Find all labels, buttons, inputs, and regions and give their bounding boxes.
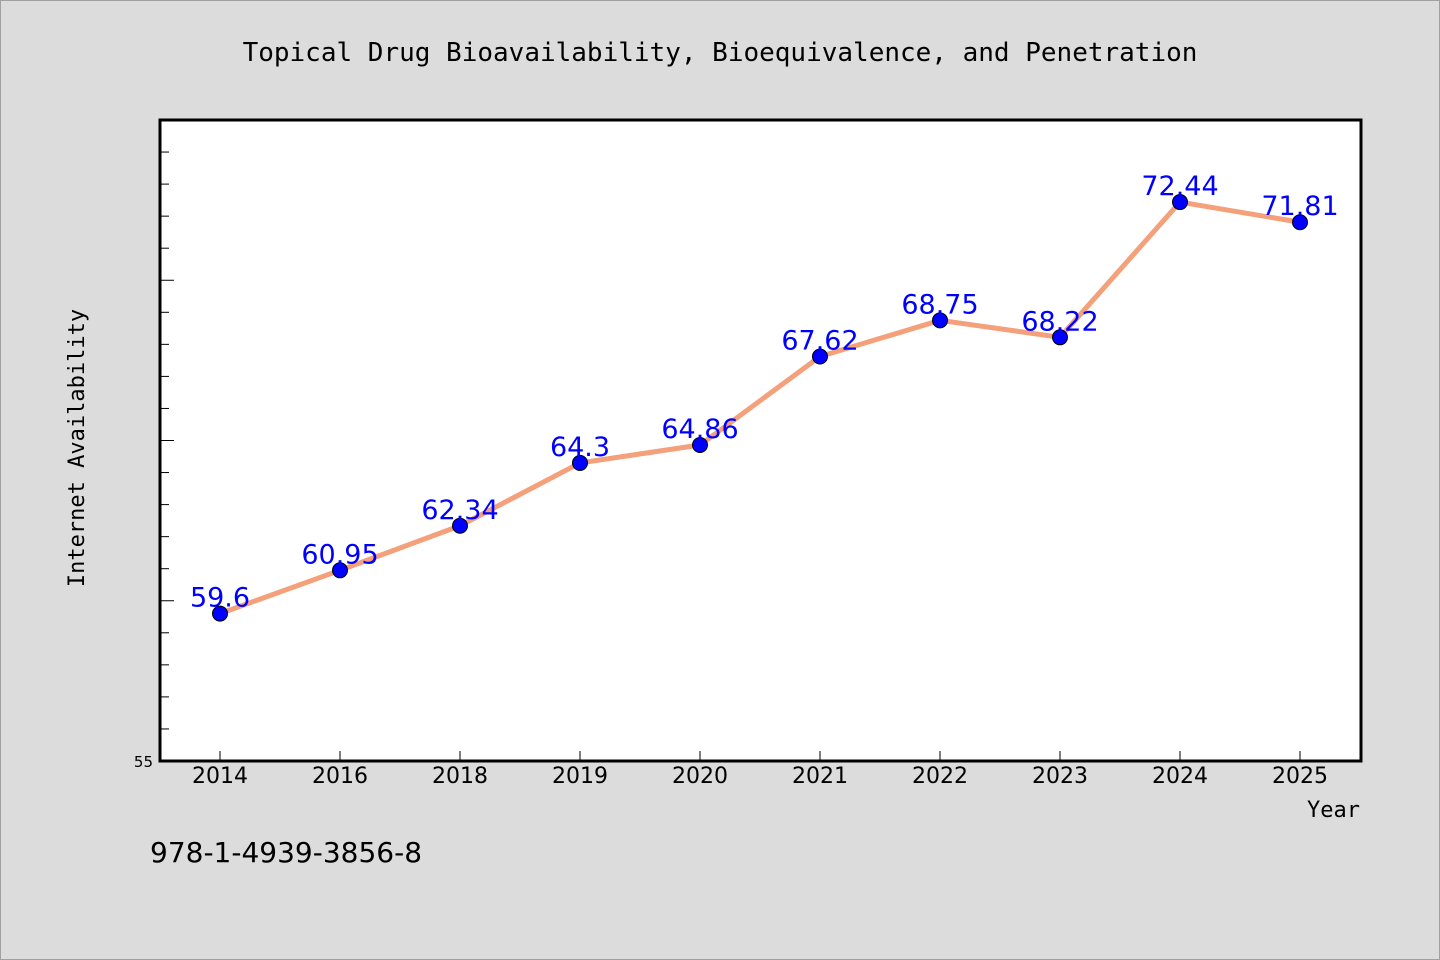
y-tick-label: 55 xyxy=(134,753,153,771)
x-axis-label: Year xyxy=(1307,798,1360,823)
x-tick-label: 2021 xyxy=(792,764,848,789)
data-point xyxy=(692,436,708,453)
x-tick-label: 2018 xyxy=(432,764,488,789)
data-label: 59.6 xyxy=(190,583,250,614)
data-point xyxy=(332,562,348,579)
x-tick-label: 2022 xyxy=(912,764,968,789)
data-label: 68.22 xyxy=(1021,306,1098,337)
data-label: 60.95 xyxy=(301,539,378,570)
data-label: 72.44 xyxy=(1141,171,1218,202)
x-tick-label: 2024 xyxy=(1152,764,1208,789)
data-point xyxy=(212,605,228,622)
data-point xyxy=(572,454,588,471)
data-label: 67.62 xyxy=(781,326,858,357)
data-points xyxy=(212,194,1308,622)
data-label: 71.81 xyxy=(1261,191,1338,222)
series-line xyxy=(217,199,1303,617)
data-label: 64.3 xyxy=(550,432,610,463)
x-tick-label: 2016 xyxy=(312,764,368,789)
data-point xyxy=(1052,329,1068,346)
data-label: 64.86 xyxy=(661,414,738,445)
x-tick-label: 2019 xyxy=(552,764,608,789)
x-tick-label: 2020 xyxy=(672,764,728,789)
data-label: 62.34 xyxy=(421,495,498,526)
data-point xyxy=(812,348,828,365)
data-point xyxy=(1292,214,1308,231)
x-axis-ticks: 2014 2016 2018 2019 2020 2021 2022 2023 2024 2025 xyxy=(192,751,1328,789)
chart-title: Topical Drug Bioavailability, Bioequival… xyxy=(243,38,1198,68)
isbn-label: 978-1-4939-3856-8 xyxy=(150,836,422,869)
data-labels: 59.6 60.95 62.34 64.3 64.86 67.62 68.75 68.22 72… xyxy=(190,171,1339,614)
data-point xyxy=(452,517,468,534)
y-axis-label: Internet Availability xyxy=(65,309,90,587)
x-tick-label: 2025 xyxy=(1272,764,1328,789)
data-label: 68.75 xyxy=(901,289,978,320)
y-axis-ticks xyxy=(160,119,174,762)
plot-area xyxy=(158,118,1363,763)
x-tick-label: 2014 xyxy=(192,764,248,789)
data-point xyxy=(1172,194,1188,211)
x-tick-label: 2023 xyxy=(1032,764,1088,789)
data-point xyxy=(932,312,948,329)
